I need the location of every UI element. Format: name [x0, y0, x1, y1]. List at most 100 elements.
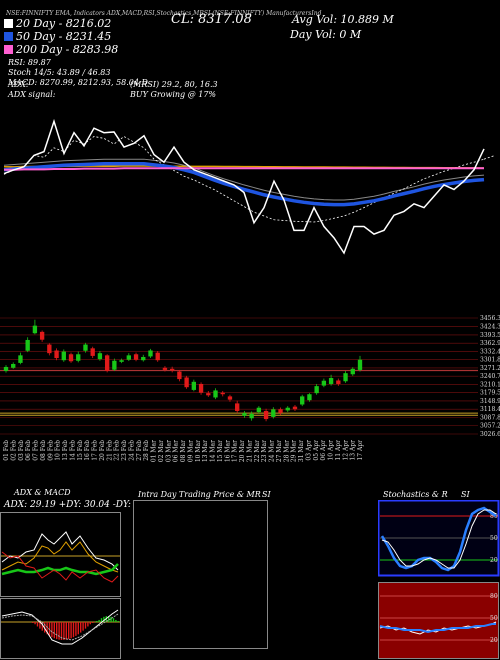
candle-body: [227, 396, 233, 400]
candle: [177, 369, 182, 382]
macd-bar: [60, 622, 63, 640]
x-tick-label: 03 Feb: [18, 440, 25, 461]
candle-body: [141, 356, 146, 361]
macd-bar: [41, 622, 43, 631]
macd-bar: [63, 622, 65, 640]
x-tick-label: 03 Apr: [305, 440, 312, 461]
x-tick-label: 10 Feb: [55, 440, 62, 461]
x-tick-label: 02 Feb: [10, 440, 17, 461]
x-tick-label: 29 Mar: [291, 440, 298, 462]
y-tick-label: 3424.33: [480, 324, 500, 331]
y-tick-label: 3179.55: [480, 390, 500, 397]
y-tick-label: 3271.27: [480, 365, 500, 372]
candle: [285, 406, 290, 413]
macd-bar: [87, 622, 89, 627]
candle-body: [54, 350, 59, 359]
macd-readout: MACD: 8270.99, 8212.93, 58.04 D: [8, 78, 148, 87]
x-tick-label: 27 Mar: [276, 440, 283, 462]
y-tick-label: 3362.98: [480, 340, 500, 347]
ma20-line: [3, 136, 485, 223]
candle: [141, 354, 146, 362]
candle: [39, 330, 45, 342]
macd-bar: [80, 622, 82, 633]
macd-bar: [51, 622, 53, 638]
stoch-title: Stochastics & R: [383, 490, 448, 499]
macd-bar: [92, 622, 94, 623]
candle-body: [198, 383, 204, 393]
x-tick-label: 28 Mar: [283, 440, 290, 462]
x-tick-label: 14 Mar: [210, 440, 217, 462]
x-tick-label: 21 Feb: [106, 440, 113, 461]
candle-body: [300, 396, 305, 405]
macd-bar: [56, 622, 58, 640]
candle-body: [213, 390, 218, 398]
stoch-tick-80: 80: [490, 513, 498, 520]
candle-body: [76, 354, 81, 361]
candle: [321, 378, 327, 388]
x-tick-label: 01 Mar: [151, 440, 158, 462]
rsi-tick-80: 80: [490, 593, 498, 600]
macd-bar: [72, 622, 75, 638]
candle-body: [350, 368, 355, 375]
candle: [242, 410, 247, 418]
x-tick-label: 10 Mar: [195, 440, 202, 462]
ma200-line: [4, 167, 484, 171]
intraday-panel: [133, 500, 268, 649]
candle-body: [357, 359, 363, 370]
macd-bar: [110, 616, 112, 622]
y-tick-label: 3057.26: [480, 423, 500, 430]
candle: [256, 406, 262, 414]
avg-volume: Avg Vol: 10.889 M: [292, 13, 394, 26]
candle-body: [343, 373, 348, 382]
x-tick-label: 24 Mar: [269, 440, 276, 462]
ma200-legend: 200 Day - 8283.98: [4, 44, 118, 55]
macd-bar: [77, 622, 79, 635]
candle-body: [191, 381, 197, 390]
y-tick-label: 3393.56: [480, 332, 500, 339]
x-tick-label: 20 Feb: [99, 440, 106, 461]
candle: [336, 378, 341, 386]
macd-bar: [98, 619, 100, 622]
stoch-k-line: [380, 506, 497, 572]
x-tick-label: 23 Feb: [121, 440, 128, 461]
macd-frame: [0, 598, 121, 659]
x-tick-label: 09 Feb: [47, 440, 54, 461]
stoch-d-line: [381, 509, 497, 569]
candle-body: [292, 406, 298, 410]
candle-body: [220, 392, 225, 395]
x-tick-label: 06 Mar: [173, 440, 180, 462]
ma50-line: [3, 161, 485, 207]
adx-signal-label: ADX signal:: [8, 90, 56, 99]
x-tick-label: 24 Feb: [128, 440, 135, 461]
candle: [32, 319, 38, 335]
candle-body: [256, 407, 262, 413]
y-tick-label: 3332.41: [480, 348, 500, 355]
candle-body: [249, 413, 254, 419]
candle: [155, 351, 160, 362]
candle: [249, 411, 254, 421]
candle: [350, 367, 355, 376]
candle-body: [97, 353, 103, 360]
x-tick-label: 27 Feb: [136, 440, 143, 461]
macd-bar: [75, 622, 77, 636]
macd-bar: [103, 616, 105, 622]
rsi-tick-20: 20: [490, 637, 498, 644]
candle-body: [263, 410, 269, 420]
candle-body: [104, 355, 110, 372]
candle: [198, 382, 204, 395]
candle-body: [314, 386, 319, 394]
intraday-si: SI: [262, 490, 271, 499]
x-tick-label: 07 Feb: [33, 440, 40, 461]
stoch-tick-20: 20: [490, 557, 498, 564]
macd-bar: [89, 622, 91, 625]
x-tick-label: 31 Mar: [298, 440, 305, 462]
x-tick-label: 06 Apr: [320, 440, 327, 461]
candle: [328, 374, 334, 386]
macd-bar: [108, 616, 110, 622]
y-tick-label: 3210.12: [480, 381, 500, 388]
x-tick-label: 16 Mar: [224, 440, 231, 462]
candle: [292, 405, 298, 411]
top-strip: NSE:FINNIFTY EMA, Indicators ADX,MACD,RS…: [6, 10, 322, 17]
ma20-value: 20 Day - 8216.02: [16, 17, 112, 30]
candle: [206, 390, 211, 397]
